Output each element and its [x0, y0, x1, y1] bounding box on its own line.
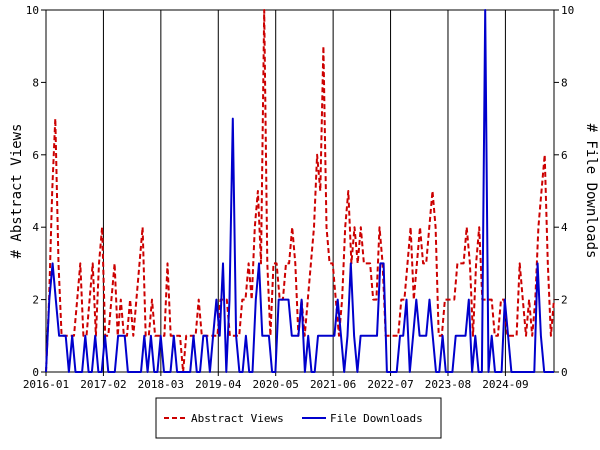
x-tick-label: 2024-09 [482, 378, 528, 391]
x-tick-label: 2017-02 [80, 378, 126, 391]
x-tick-label: 2021-06 [310, 378, 356, 391]
left-y-tick-label: 0 [32, 366, 39, 379]
right-y-tick-label: 10 [561, 4, 574, 17]
right-axis-title: # File Downloads [583, 124, 599, 259]
left-y-tick-label: 6 [32, 149, 39, 162]
x-tick-label: 2016-01 [23, 378, 69, 391]
legend-box [155, 397, 442, 439]
left-axis-title: # Abstract Views [9, 124, 25, 259]
legend-label-abstract-views: Abstract Views [191, 412, 284, 425]
x-tick-label: 2019-04 [195, 378, 242, 391]
legend: Abstract Views File Downloads [155, 397, 442, 439]
series-line-file-downloads [45, 9, 554, 373]
left-y-tick-label: 10 [26, 4, 39, 17]
x-tick-label: 2020-05 [253, 378, 299, 391]
series-layer [45, 9, 555, 373]
left-y-axis: 0 2 4 6 8 10 [26, 4, 46, 379]
left-y-tick-label: 4 [32, 221, 39, 234]
right-y-tick-label: 4 [561, 221, 568, 234]
right-y-tick-label: 2 [561, 294, 568, 307]
right-y-tick-label: 6 [561, 149, 568, 162]
grid-lines [102, 10, 506, 372]
x-tick-label: 2023-08 [425, 378, 471, 391]
right-y-axis: 0 2 4 6 8 10 [554, 4, 574, 379]
left-y-tick-label: 2 [32, 294, 39, 307]
right-y-tick-label: 0 [561, 366, 568, 379]
x-axis: 2016-01 2017-02 2018-03 2019-04 2020-05 2021-… [23, 372, 529, 391]
plot-area-border [45, 9, 555, 373]
left-y-tick-label: 8 [32, 76, 39, 89]
legend-label-file-downloads: File Downloads [330, 412, 423, 425]
right-y-tick-label: 8 [561, 76, 568, 89]
x-tick-label: 2022-07 [367, 378, 413, 391]
x-tick-label: 2018-03 [138, 378, 184, 391]
